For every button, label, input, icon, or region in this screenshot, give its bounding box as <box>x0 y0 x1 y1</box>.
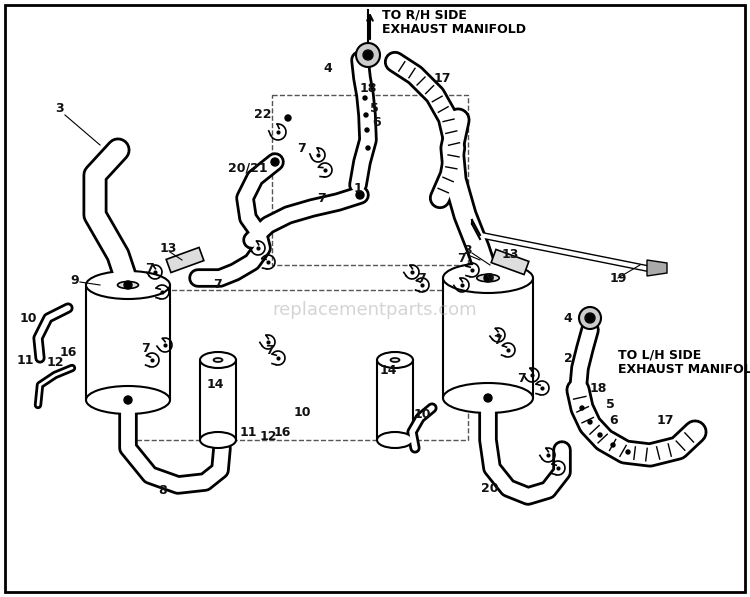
Bar <box>200 360 236 440</box>
Ellipse shape <box>377 352 413 368</box>
Ellipse shape <box>86 271 170 299</box>
Text: 12: 12 <box>260 430 277 444</box>
Ellipse shape <box>391 358 400 362</box>
Text: 22: 22 <box>254 109 272 122</box>
Polygon shape <box>166 247 204 273</box>
Ellipse shape <box>477 274 500 282</box>
Ellipse shape <box>200 352 236 368</box>
Ellipse shape <box>443 263 533 293</box>
Circle shape <box>586 314 594 322</box>
Circle shape <box>611 443 615 447</box>
Polygon shape <box>491 250 529 275</box>
Text: 11: 11 <box>239 426 256 439</box>
Circle shape <box>580 406 584 410</box>
Text: 10: 10 <box>20 312 37 325</box>
Circle shape <box>285 115 291 121</box>
Text: 5: 5 <box>606 399 614 411</box>
Text: 12: 12 <box>46 355 64 368</box>
Circle shape <box>124 281 132 289</box>
Polygon shape <box>647 260 667 276</box>
Text: 2: 2 <box>564 352 572 365</box>
Text: 6: 6 <box>373 115 381 128</box>
Text: 10: 10 <box>293 407 310 420</box>
Ellipse shape <box>118 282 139 288</box>
Text: 7: 7 <box>418 272 426 285</box>
Text: 7: 7 <box>141 341 149 355</box>
Ellipse shape <box>86 386 170 414</box>
Text: 14: 14 <box>206 378 224 392</box>
Ellipse shape <box>214 358 223 362</box>
Circle shape <box>366 146 370 150</box>
Text: 7: 7 <box>318 192 326 205</box>
Text: 11: 11 <box>16 353 34 367</box>
Text: 6: 6 <box>610 414 618 426</box>
Circle shape <box>364 113 368 117</box>
Circle shape <box>585 313 595 323</box>
Text: 13: 13 <box>501 248 519 261</box>
Text: 3: 3 <box>464 244 472 257</box>
Text: 20: 20 <box>482 482 499 494</box>
Ellipse shape <box>443 383 533 413</box>
Text: 17: 17 <box>433 72 451 85</box>
Circle shape <box>364 51 372 59</box>
Circle shape <box>484 274 492 282</box>
Circle shape <box>271 158 279 166</box>
Text: 9: 9 <box>486 272 494 285</box>
Text: 18: 18 <box>590 381 607 395</box>
Text: 8: 8 <box>159 484 167 497</box>
Bar <box>443 278 533 398</box>
Bar <box>86 285 170 400</box>
Circle shape <box>626 450 630 454</box>
Circle shape <box>588 420 592 424</box>
Circle shape <box>365 128 369 132</box>
Circle shape <box>356 43 380 67</box>
Circle shape <box>365 52 371 58</box>
Ellipse shape <box>377 432 413 448</box>
Text: 7: 7 <box>266 343 274 356</box>
Text: 7: 7 <box>494 334 502 346</box>
Text: 7: 7 <box>146 261 154 275</box>
Text: replacementparts.com: replacementparts.com <box>273 301 477 319</box>
Bar <box>272 95 468 265</box>
Text: 4: 4 <box>324 61 332 75</box>
Ellipse shape <box>200 432 236 448</box>
Text: 17: 17 <box>656 414 674 426</box>
Text: 10: 10 <box>413 408 430 421</box>
Text: TO L/H SIDE
EXHAUST MANIFOLD: TO L/H SIDE EXHAUST MANIFOLD <box>618 348 750 376</box>
Circle shape <box>363 50 373 60</box>
Text: TO R/H SIDE
EXHAUST MANIFOLD: TO R/H SIDE EXHAUST MANIFOLD <box>382 8 526 36</box>
Text: 20/21: 20/21 <box>228 162 268 174</box>
Text: 7: 7 <box>298 141 306 155</box>
Circle shape <box>598 433 602 437</box>
Text: 3: 3 <box>56 101 64 115</box>
Text: 19: 19 <box>609 272 627 285</box>
Text: 4: 4 <box>564 312 572 325</box>
Circle shape <box>356 191 364 199</box>
Text: 7: 7 <box>214 278 222 291</box>
Bar <box>120 290 468 440</box>
Text: 1: 1 <box>354 181 362 195</box>
Text: 16: 16 <box>273 426 291 439</box>
Circle shape <box>579 307 601 329</box>
Text: 7: 7 <box>458 251 466 264</box>
Text: 9: 9 <box>70 273 80 287</box>
Text: 18: 18 <box>359 82 376 94</box>
Circle shape <box>124 396 132 404</box>
Bar <box>377 360 413 440</box>
Circle shape <box>484 394 492 402</box>
Text: 7: 7 <box>518 371 526 384</box>
Text: 13: 13 <box>159 242 177 254</box>
Text: 16: 16 <box>59 346 76 359</box>
Circle shape <box>363 96 367 100</box>
Text: 14: 14 <box>380 364 397 377</box>
Text: 5: 5 <box>370 101 378 115</box>
